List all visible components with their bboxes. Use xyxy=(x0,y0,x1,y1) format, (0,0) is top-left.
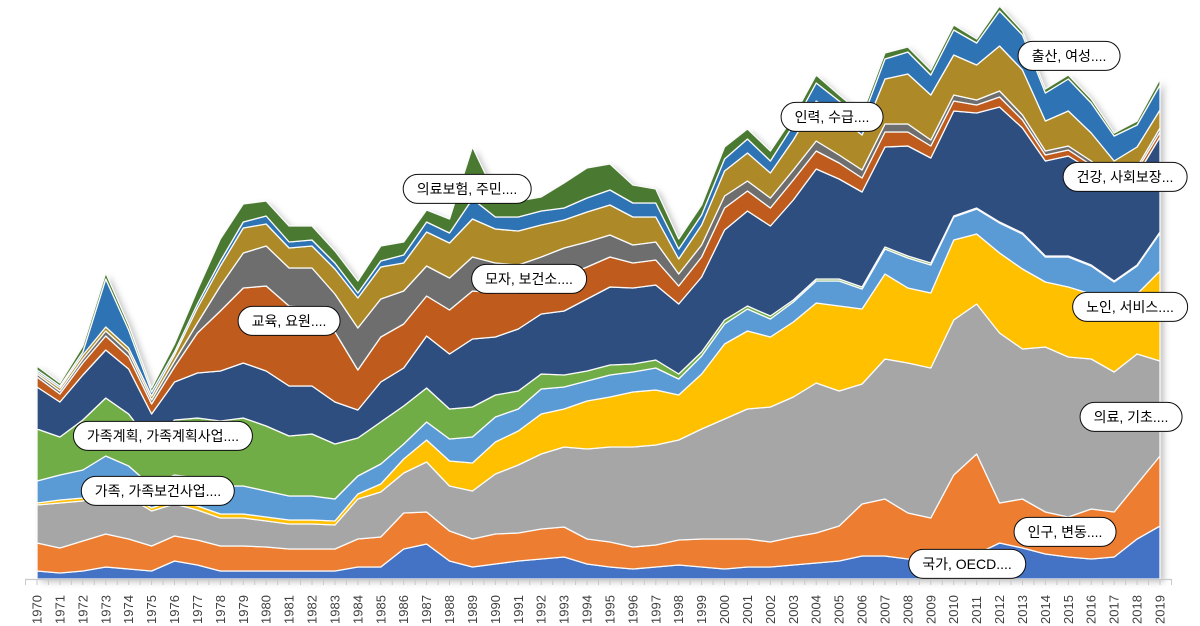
x-axis-year-label: 1995 xyxy=(602,595,617,624)
x-axis-year-label: 1977 xyxy=(190,595,205,624)
x-axis-year-label: 1985 xyxy=(373,595,388,624)
x-axis-year-label: 2002 xyxy=(763,595,778,624)
x-axis-year-label: 1990 xyxy=(488,595,503,624)
x-axis-year-label: 1972 xyxy=(75,595,90,624)
x-axis-year-label: 1982 xyxy=(305,595,320,624)
x-axis-year-label: 1984 xyxy=(350,595,365,624)
series-callout-1: 인구, 변동.... xyxy=(1013,516,1117,548)
x-axis-year-label: 1979 xyxy=(236,595,251,624)
x-axis-year-label: 2007 xyxy=(877,595,892,624)
x-axis-year-label: 1999 xyxy=(694,595,709,624)
x-axis-year-label: 2016 xyxy=(1084,595,1099,624)
x-axis-year-label: 2005 xyxy=(832,595,847,624)
x-axis-year-label: 1997 xyxy=(648,595,663,624)
x-axis-year-label: 1994 xyxy=(580,595,595,624)
series-callout-3: 노인, 서비스.... xyxy=(1072,291,1188,323)
series-callout-5: 가족계획, 가족계획사업.... xyxy=(72,420,254,452)
series-callout-11: 출산, 여성.... xyxy=(1017,40,1121,72)
x-axis-year-label: 1976 xyxy=(167,595,182,624)
x-axis-year-label: 1981 xyxy=(282,595,297,624)
x-axis-year-label: 2015 xyxy=(1061,595,1076,624)
x-axis-year-label: 2013 xyxy=(1015,595,1030,624)
x-axis-year-label: 2019 xyxy=(1153,595,1168,624)
series-callout-8: 모자, 보건소.... xyxy=(471,263,587,295)
x-axis-year-label: 1973 xyxy=(98,595,113,624)
x-axis-year-label: 1980 xyxy=(259,595,274,624)
x-axis: 1970 1971 1972 1973 1974 1975 1976 1977 1978 1979… xyxy=(25,578,1172,624)
series-callout-9: 의료보험, 주민.... xyxy=(402,173,532,205)
series-callout-4: 가족, 가족보건사업.... xyxy=(80,475,236,507)
x-axis-year-label: 1992 xyxy=(534,595,549,624)
x-axis-year-label: 1993 xyxy=(557,595,572,624)
x-axis-year-label: 2017 xyxy=(1107,595,1122,624)
x-axis-year-label: 1987 xyxy=(419,595,434,624)
x-axis-year-label: 2008 xyxy=(900,595,915,624)
x-axis-year-label: 2000 xyxy=(717,595,732,624)
x-axis-year-label: 2018 xyxy=(1130,595,1145,624)
series-callout-2: 의료, 기초.... xyxy=(1079,401,1183,433)
series-callout-10: 인력, 수급.... xyxy=(780,101,884,133)
x-axis-year-label: 2003 xyxy=(786,595,801,624)
x-axis-year-label: 2010 xyxy=(946,595,961,624)
x-axis-year-label: 1970 xyxy=(30,595,45,624)
series-callout-6: 건강, 사회보장... xyxy=(1062,161,1188,193)
x-axis-year-label: 1983 xyxy=(327,595,342,624)
x-axis-year-label: 2009 xyxy=(923,595,938,624)
x-axis-year-label: 2012 xyxy=(992,595,1007,624)
series-callout-7: 교육, 요원.... xyxy=(237,305,341,337)
x-axis-year-label: 1998 xyxy=(671,595,686,624)
x-axis-year-label: 1971 xyxy=(52,595,67,624)
series-callout-0: 국가, OECD.... xyxy=(908,548,1026,580)
x-axis-year-label: 2006 xyxy=(855,595,870,624)
x-axis-year-label: 2011 xyxy=(969,596,984,624)
x-axis-year-label: 1986 xyxy=(396,595,411,624)
series-area-11 xyxy=(36,5,1161,393)
x-axis-year-label: 1975 xyxy=(144,595,159,624)
x-axis-year-label: 1996 xyxy=(625,595,640,624)
x-axis-year-label: 1991 xyxy=(511,595,526,624)
x-axis-year-label: 2001 xyxy=(740,595,755,624)
x-axis-year-label: 2014 xyxy=(1038,595,1053,624)
x-axis-year-label: 1978 xyxy=(213,595,228,624)
x-axis-year-label: 1988 xyxy=(442,595,457,624)
x-axis-year-label: 1974 xyxy=(121,595,136,624)
x-axis-year-label: 1989 xyxy=(465,595,480,624)
x-axis-year-label: 2004 xyxy=(809,595,824,624)
